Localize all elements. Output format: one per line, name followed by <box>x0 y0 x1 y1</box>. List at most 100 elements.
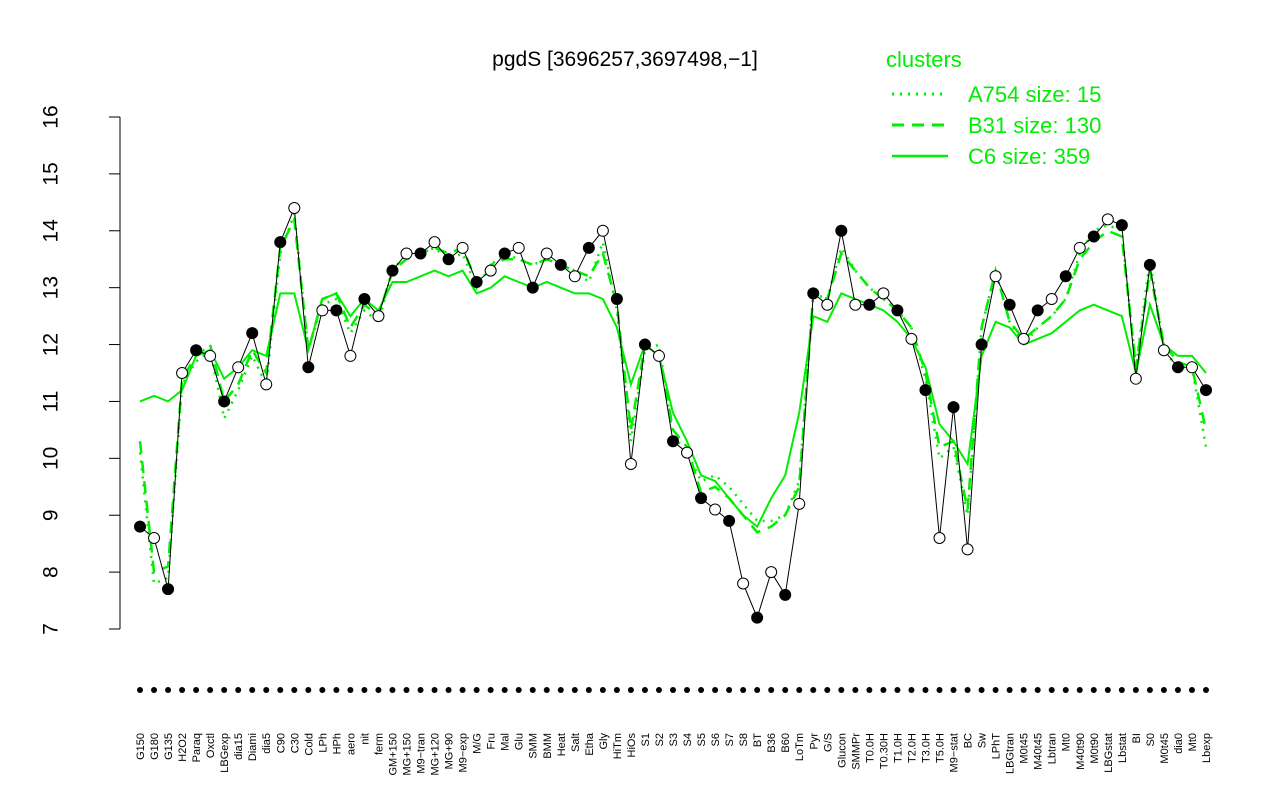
x-axis: G150 G180 G135 H2O2 Paraq Oxctl LBGexp dia15 Dia… <box>135 687 1213 776</box>
y-tick-label: 15 <box>40 162 63 185</box>
x-tick-mark <box>277 687 284 693</box>
x-tick-mark <box>754 687 761 693</box>
data-point <box>863 298 876 311</box>
data-point <box>498 247 511 260</box>
x-tick-label: Lbtran <box>1047 733 1059 764</box>
x-tick-label: M/G <box>472 733 484 754</box>
x-tick-label: M40t90 <box>1075 733 1087 770</box>
x-tick-label: Lbstat <box>1117 733 1129 763</box>
x-tick-label: GM+150 <box>387 733 399 776</box>
data-point <box>134 520 146 533</box>
data-point <box>905 332 918 345</box>
data-point <box>652 349 665 362</box>
x-tick-label: Diami <box>247 733 259 761</box>
data-point <box>709 503 722 516</box>
x-tick-label: MG+120 <box>430 733 442 776</box>
x-tick-mark <box>221 687 228 693</box>
x-tick-label: dia15 <box>233 733 245 760</box>
data-point <box>148 531 161 544</box>
x-tick-mark <box>333 687 340 693</box>
data-point <box>526 281 539 294</box>
y-tick-label: 14 <box>40 219 63 243</box>
x-tick-label: MG+150 <box>402 733 414 776</box>
x-tick-label: Sw <box>977 733 989 748</box>
data-point <box>428 236 441 249</box>
data-point <box>1157 344 1170 357</box>
x-tick-label: HiTm <box>612 733 624 759</box>
x-tick-label: M9−tran <box>416 733 428 774</box>
x-tick-label: C30 <box>289 733 301 753</box>
data-point <box>1101 213 1114 226</box>
x-tick-label: LBGstat <box>1103 733 1115 773</box>
data-point <box>1045 293 1058 306</box>
x-tick-mark <box>992 687 999 693</box>
x-tick-label: S3 <box>668 733 680 746</box>
x-tick-mark <box>1132 687 1139 693</box>
x-tick-label: Cold <box>303 733 315 756</box>
x-tick-label: Gly <box>598 733 610 750</box>
x-tick-label: G150 <box>135 733 147 760</box>
x-tick-mark <box>1146 687 1153 693</box>
x-tick-label: B36 <box>766 733 778 753</box>
x-tick-label: S5 <box>696 733 708 746</box>
x-tick-label: Oxctl <box>205 733 217 758</box>
x-tick-label: MG+90 <box>444 733 456 769</box>
data-point <box>162 583 175 596</box>
x-tick-label: aero <box>345 733 357 755</box>
data-point <box>484 264 497 277</box>
data-point <box>470 275 483 288</box>
x-tick-label: dia5 <box>261 733 273 754</box>
x-tick-label: Lbexp <box>1201 733 1213 763</box>
x-tick-label: T5.0H <box>935 733 947 763</box>
x-tick-label: T3.0H <box>920 733 932 763</box>
x-tick-mark <box>627 687 634 693</box>
x-tick-label: T0.30H <box>878 733 890 769</box>
x-tick-label: BC <box>963 733 975 748</box>
data-point <box>582 241 595 254</box>
x-tick-mark <box>473 687 480 693</box>
x-tick-label: LPh <box>317 733 329 753</box>
x-tick-label: dia0 <box>1173 733 1185 754</box>
series-layer <box>138 213 1208 586</box>
x-tick-mark <box>529 687 536 693</box>
data-point <box>1129 372 1142 385</box>
legend: clusters A754 size: 15 B31 size: 130 C6 si… <box>886 47 1101 169</box>
data-point <box>667 435 679 448</box>
y-tick-label: 10 <box>40 447 63 470</box>
x-tick-label: Glu <box>514 733 526 750</box>
data-point <box>1059 270 1072 283</box>
x-tick-mark <box>796 687 803 693</box>
y-tick-label: 16 <box>40 105 63 128</box>
y-tick-label: 12 <box>40 333 63 356</box>
data-point <box>344 349 357 362</box>
x-tick-mark <box>571 687 578 693</box>
x-tick-mark <box>585 687 592 693</box>
x-tick-label: S1 <box>640 733 652 746</box>
x-tick-mark <box>1006 687 1013 693</box>
x-tick-label: S4 <box>682 733 694 746</box>
x-tick-mark <box>894 687 901 693</box>
x-tick-mark <box>151 687 158 693</box>
x-tick-label: G180 <box>149 733 161 760</box>
x-tick-mark <box>655 687 662 693</box>
x-tick-label: HiOs <box>626 733 638 758</box>
data-point <box>849 298 862 311</box>
y-tick-label: 11 <box>40 391 63 413</box>
x-tick-mark <box>417 687 424 693</box>
x-tick-mark <box>712 687 719 693</box>
data-point <box>414 247 427 260</box>
x-tick-mark <box>249 687 256 693</box>
data-point <box>358 293 371 306</box>
x-tick-mark <box>165 687 172 693</box>
x-tick-mark <box>487 687 494 693</box>
data-point <box>891 304 904 317</box>
data-point <box>302 361 315 374</box>
x-tick-mark <box>1020 687 1027 693</box>
data-point <box>1003 298 1016 311</box>
data-point <box>807 287 820 300</box>
x-tick-mark <box>501 687 508 693</box>
x-tick-label: T0.0H <box>864 733 876 763</box>
data-point <box>274 236 287 249</box>
x-tick-label: Mt0 <box>1061 733 1073 751</box>
